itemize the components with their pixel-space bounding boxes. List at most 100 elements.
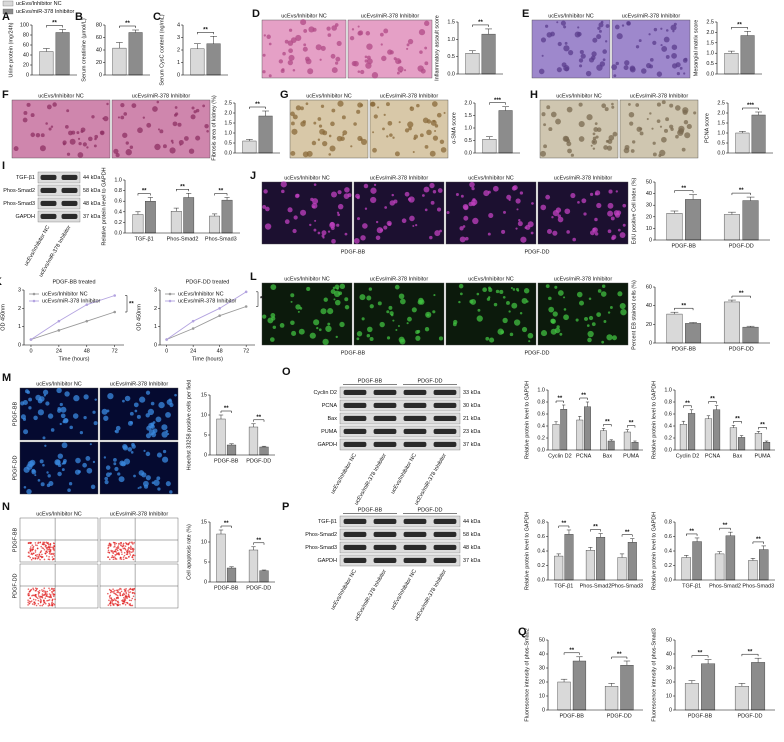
texture (501, 229, 506, 234)
texture (543, 144, 548, 149)
image-caption: ucEvs/Inhibitor NC (556, 93, 602, 99)
bar (714, 553, 725, 581)
image-caption: ucEvs/Inhibitor NC (38, 93, 84, 99)
texture (357, 70, 361, 73)
texture (41, 593, 44, 595)
texture (28, 406, 32, 410)
texture (362, 223, 368, 229)
texture (563, 308, 567, 311)
blot-band (61, 187, 78, 194)
significance-bracket (176, 189, 189, 192)
texture (291, 128, 298, 135)
y-tick-label: 10 (201, 539, 207, 545)
axes (209, 395, 275, 456)
texture (578, 300, 585, 306)
image-caption: ucEvs/Inhibitor NC (284, 175, 330, 181)
significance-bracket (489, 102, 506, 105)
texture (44, 553, 47, 555)
texture (506, 194, 512, 200)
texture (49, 589, 51, 591)
y-tick-label: 2.0 (464, 100, 472, 106)
y-axis-label: PCNA score (704, 113, 710, 143)
y-tick-label: 2 (154, 306, 157, 312)
bar (734, 686, 749, 711)
texture (131, 103, 137, 109)
texture (594, 217, 598, 222)
texture (161, 456, 169, 463)
bar (600, 430, 607, 451)
texture (190, 114, 196, 120)
texture (397, 325, 400, 328)
significance-bracket (691, 655, 709, 658)
texture (376, 106, 380, 109)
texture (125, 553, 128, 556)
texture (331, 67, 338, 74)
texture (117, 597, 119, 600)
texture (115, 425, 121, 431)
texture (660, 27, 663, 30)
bar (724, 53, 739, 75)
texture (123, 112, 128, 116)
blot-band (403, 428, 427, 435)
texture (344, 232, 348, 236)
texture (621, 24, 625, 27)
texture (432, 119, 436, 123)
texture (121, 594, 124, 597)
texture (131, 597, 134, 600)
texture (619, 303, 626, 310)
bar (560, 409, 568, 451)
texture (608, 189, 613, 194)
axes (674, 390, 775, 451)
texture (379, 32, 384, 37)
texture (128, 543, 130, 545)
texture (523, 288, 530, 294)
blot-band (40, 174, 57, 181)
legend-marker (168, 299, 172, 303)
texture (693, 111, 697, 115)
texture (122, 602, 124, 605)
texture (80, 127, 86, 133)
texture (36, 587, 39, 590)
texture (386, 310, 390, 314)
bar (631, 442, 639, 451)
texture (327, 308, 334, 315)
y-tick-label: 2.0 (224, 110, 232, 116)
texture (300, 121, 306, 127)
texture (671, 52, 677, 59)
texture (156, 452, 162, 458)
group-label: PDGF-DD (417, 507, 442, 513)
image-caption: ucEvs/miR-378 Inhibitor (380, 93, 439, 99)
blot-band (61, 213, 78, 220)
texture (43, 593, 46, 596)
texture (32, 545, 35, 548)
texture (555, 207, 562, 213)
texture (40, 482, 45, 487)
texture (313, 319, 320, 326)
texture (124, 603, 127, 606)
texture (356, 337, 360, 341)
texture (375, 235, 381, 241)
texture (113, 599, 115, 602)
texture (113, 546, 115, 548)
texture (28, 592, 30, 595)
texture (41, 547, 44, 549)
texture (39, 459, 44, 464)
texture (530, 231, 534, 235)
texture (123, 592, 125, 595)
texture (364, 59, 368, 63)
texture (646, 117, 649, 121)
texture (556, 67, 562, 73)
texture (132, 543, 134, 545)
axes (104, 25, 150, 76)
texture (592, 37, 598, 43)
band-label: PUMA (321, 429, 337, 435)
y-tick-label: 1.0 (114, 177, 122, 183)
texture (284, 219, 290, 225)
texture (300, 19, 307, 26)
texture (53, 552, 55, 555)
texture (156, 100, 160, 104)
x-tick-label: Cyclin D2 (676, 453, 700, 459)
y-tick-label: 2 (18, 306, 21, 312)
texture (69, 425, 73, 430)
texture (336, 135, 343, 142)
